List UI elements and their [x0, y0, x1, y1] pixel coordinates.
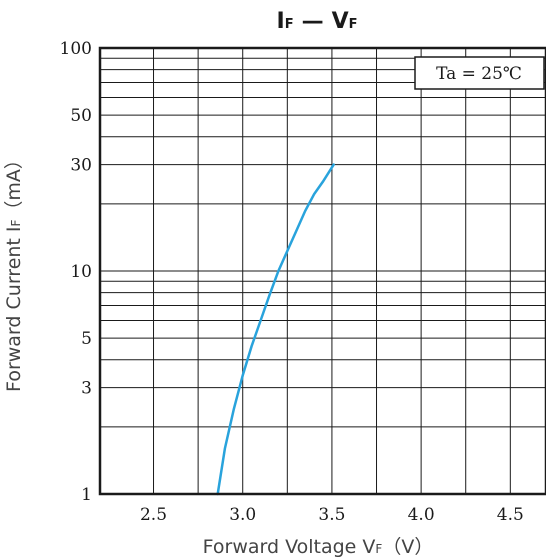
- series-layer: [216, 163, 335, 496]
- y-axis-label-unit: （mA）: [3, 150, 25, 220]
- y-tick-label: 10: [70, 262, 92, 282]
- x-tick-label: 2.5: [140, 505, 167, 525]
- x-axis-label-unit: （V）: [382, 536, 433, 557]
- x-tick-labels: 2.5 3.0 3.5 4.0 4.5: [140, 505, 524, 525]
- y-tick-label: 1: [81, 485, 92, 505]
- x-axis-label: Forward Voltage VF（V）: [203, 536, 434, 557]
- x-tick-label: 4.0: [408, 505, 435, 525]
- series-line: [216, 163, 335, 496]
- grid-y: [100, 57, 546, 428]
- annotation-text: Ta = 25℃: [436, 64, 522, 84]
- y-tick-label: 3: [81, 379, 92, 399]
- y-tick-label: 100: [60, 39, 92, 59]
- plot-frame: [98, 46, 546, 496]
- y-tick-label: 50: [70, 106, 92, 126]
- chart-title: IF — VF: [277, 9, 358, 34]
- y-axis-label-text: Forward Current I: [3, 226, 25, 391]
- x-tick-label: 3.0: [229, 505, 256, 525]
- y-tick-label: 5: [81, 329, 92, 349]
- y-axis-label-sub: F: [9, 219, 23, 226]
- y-tick-labels: 1 3 5 10 30 50 100: [60, 39, 92, 505]
- x-axis-label-sub: F: [375, 542, 382, 556]
- title-v: V: [332, 9, 349, 34]
- x-tick-label: 4.5: [497, 505, 524, 525]
- y-tick-label: 30: [70, 156, 92, 176]
- x-axis-label-text: Forward Voltage V: [203, 536, 376, 557]
- title-sub-f2: F: [349, 17, 358, 32]
- title-dash: —: [302, 9, 324, 34]
- y-axis-label: Forward Current IF（mA）: [3, 150, 25, 392]
- x-tick-label: 3.5: [318, 505, 345, 525]
- title-i: I: [277, 9, 285, 34]
- annotation-box: Ta = 25℃: [414, 56, 545, 90]
- title-sub-f1: F: [285, 17, 294, 32]
